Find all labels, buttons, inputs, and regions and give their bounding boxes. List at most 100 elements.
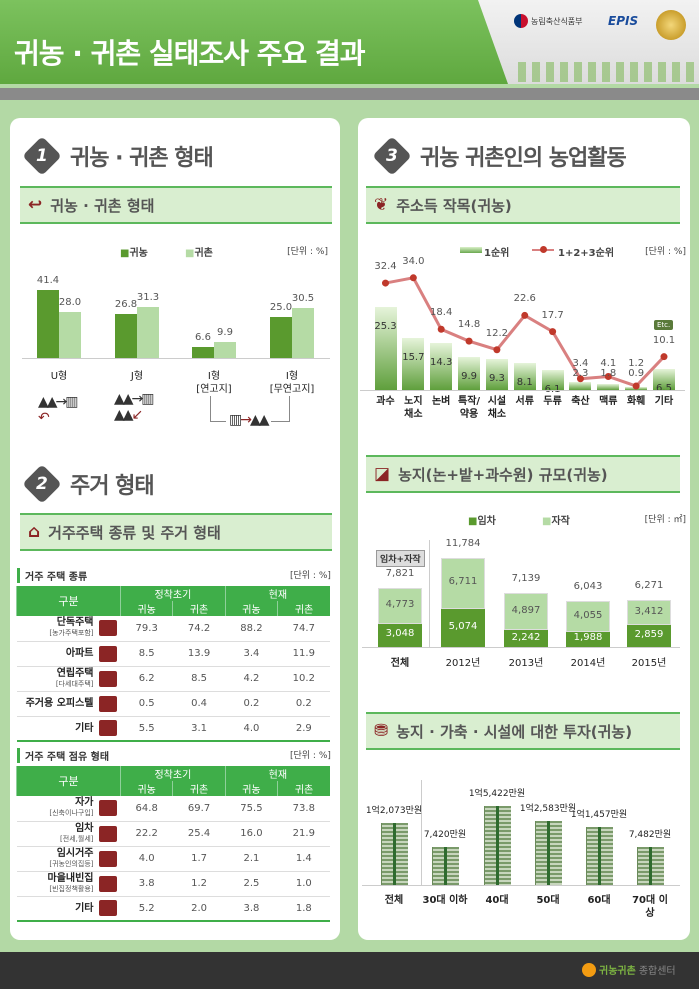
category-label: 노지 채소 bbox=[404, 396, 423, 420]
legend-item-임차: ■임차 bbox=[468, 516, 496, 527]
header-row: 구분 정착초기 현재 bbox=[16, 586, 330, 616]
table-cell: 8.5 bbox=[172, 666, 226, 692]
i-type-migration-icon: ▥→▲▲ bbox=[226, 412, 271, 428]
header-logo-area: 농림축산식품부 EPIS bbox=[478, 0, 699, 84]
bar bbox=[485, 359, 508, 390]
table-cell: 16.0 bbox=[225, 821, 278, 847]
u-type-migration-icon: ▲▲→▥ ↶ bbox=[38, 394, 78, 426]
row-label-main: 주거용 오피스텔 bbox=[25, 698, 94, 709]
j-type-migration-icon: ▲▲→▥ ▲▲↙ bbox=[114, 391, 154, 423]
data-label: 1억1,457만원 bbox=[570, 809, 628, 820]
ministry-logo: 농림축산식품부 bbox=[531, 16, 583, 26]
row-label-sub: [신축이나구입] bbox=[49, 809, 94, 818]
column-header: 구분 bbox=[16, 586, 121, 616]
data-label-123: 32.4 bbox=[374, 261, 397, 273]
row-label-wrap: 자가 [신축이나구입] bbox=[17, 797, 117, 819]
money-band bbox=[444, 847, 447, 885]
row-label-main: 자가 bbox=[75, 797, 94, 809]
government-emblem-icon bbox=[514, 14, 528, 28]
money-band bbox=[496, 806, 499, 885]
bar-자작 bbox=[566, 601, 610, 632]
main-crop-chart: 1순위 1+2+3순위 [단위 : %] Etc. 25.3 15.7 14.3 9.… bbox=[360, 235, 690, 430]
data-label-자작: 4,055 bbox=[573, 609, 603, 621]
column-header: 정착초기 bbox=[120, 766, 226, 781]
table-cell: 1.8 bbox=[277, 896, 330, 922]
legend-item-귀촌: ■귀촌 bbox=[185, 248, 213, 259]
table-cell: 4.0 bbox=[120, 846, 173, 872]
legend-item-123: 1+2+3순위 bbox=[558, 248, 615, 259]
epis-logo: EPIS bbox=[608, 14, 639, 28]
total-tag: 임차+자작 bbox=[376, 550, 425, 567]
column-subheader: 귀농 bbox=[119, 781, 173, 796]
line-point bbox=[465, 337, 473, 345]
table-cell: 0.5 bbox=[120, 691, 173, 717]
data-label-total: 6,043 bbox=[573, 581, 603, 593]
column-header: 정착초기 bbox=[120, 586, 226, 601]
table-row: 연립주택 [다세대주택] 6.2 8.5 4.2 10.2 bbox=[16, 666, 330, 692]
table-row: 자가 [신축이나구입] 64.8 69.7 75.5 73.8 bbox=[16, 796, 330, 822]
bar bbox=[653, 368, 675, 390]
bar bbox=[37, 290, 59, 358]
section-number-badge: 1 bbox=[22, 136, 62, 176]
row-label: 임차 [전세,월세] bbox=[16, 821, 121, 847]
row-label-sub: [귀농인의집등] bbox=[49, 859, 94, 868]
category-label: 50대 bbox=[536, 895, 560, 906]
table-cell: 88.2 bbox=[225, 616, 278, 642]
land-area-icon: ◪ bbox=[374, 464, 391, 484]
bar bbox=[541, 369, 564, 390]
data-label-자작: 4,897 bbox=[511, 604, 541, 616]
table-cell: 11.9 bbox=[277, 641, 330, 667]
unit-label: [단위 : %] bbox=[287, 247, 328, 257]
table-row: 기타 5.2 2.0 3.8 1.8 bbox=[16, 896, 330, 922]
section-3-heading: 3 귀농 귀촌인의 농업활동 bbox=[372, 136, 627, 176]
data-label-자작: 6,711 bbox=[448, 576, 478, 588]
farming-type-chart: ■귀농 ■귀촌 [단위 : %] ▲▲→▥ ↶ ▲▲→▥ ▲▲↙ ▥→▲▲ 41.4… bbox=[20, 236, 332, 436]
data-label-1st: 0.9 bbox=[628, 368, 645, 379]
category-label: 화훼 bbox=[626, 396, 646, 407]
category-label: 70대 이상 bbox=[632, 895, 668, 919]
section-number-badge: 2 bbox=[22, 464, 62, 504]
row-label-text: 마을내빈집 [빈집정책활용] bbox=[48, 873, 94, 895]
etc-badge-icon: Etc. bbox=[654, 320, 674, 330]
apartment-icon bbox=[98, 645, 117, 662]
data-label-임차: 1,988 bbox=[573, 632, 603, 644]
table-cell: 6.2 bbox=[120, 666, 173, 692]
table-row: 마을내빈집 [빈집정책활용] 3.8 1.2 2.5 1.0 bbox=[16, 871, 330, 897]
row-label: 주거용 오피스텔 bbox=[16, 691, 121, 717]
row-label-wrap: 기타 bbox=[17, 900, 117, 917]
subsection-band: ◪ 농지(논+밭+과수원) 규모(귀농) bbox=[366, 455, 680, 493]
data-label: 26.8 bbox=[114, 299, 138, 311]
table-caption: 거주 주택 종류 bbox=[17, 568, 87, 583]
line-point bbox=[660, 353, 668, 361]
data-label-1st: 14.3 bbox=[430, 356, 453, 368]
category-label: 시설 채소 bbox=[487, 396, 507, 420]
row-label-main: 기타 bbox=[75, 902, 94, 914]
row-label-text: 임차 [전세,월세] bbox=[60, 823, 93, 845]
divider bbox=[429, 540, 430, 648]
category-label: 40대 bbox=[485, 895, 509, 906]
row-label-wrap: 주거용 오피스텔 bbox=[17, 695, 117, 712]
bar-자작 bbox=[627, 599, 671, 626]
line-point bbox=[521, 311, 529, 319]
legend-item-귀농: ■귀농 bbox=[120, 248, 148, 259]
return-arrow-icon: ↩ bbox=[28, 195, 43, 215]
bar-자작 bbox=[504, 593, 548, 631]
data-label-1st: 25.3 bbox=[374, 320, 397, 332]
line-point bbox=[493, 346, 501, 354]
table-cell: 74.2 bbox=[172, 616, 226, 642]
line-point bbox=[604, 372, 612, 380]
table-row: 기타 5.5 3.1 4.0 2.9 bbox=[16, 716, 330, 742]
bar bbox=[59, 312, 81, 358]
data-label-123: 4.1 bbox=[600, 358, 617, 369]
data-label-total: 6,271 bbox=[634, 579, 664, 591]
bar bbox=[192, 347, 214, 358]
category-label: 2013년 bbox=[508, 658, 544, 669]
category-label: 30대 이하 bbox=[422, 895, 468, 906]
data-label-1st: 9.3 bbox=[488, 373, 505, 385]
category-label: U형 bbox=[50, 371, 68, 382]
etc-icon bbox=[98, 900, 117, 917]
data-label-123: 10.1 bbox=[652, 334, 676, 346]
row-label-text: 단독주택 [농가주택포함] bbox=[49, 617, 93, 639]
data-label-1st: 6.1 bbox=[545, 384, 561, 395]
legend-marker bbox=[540, 246, 547, 253]
